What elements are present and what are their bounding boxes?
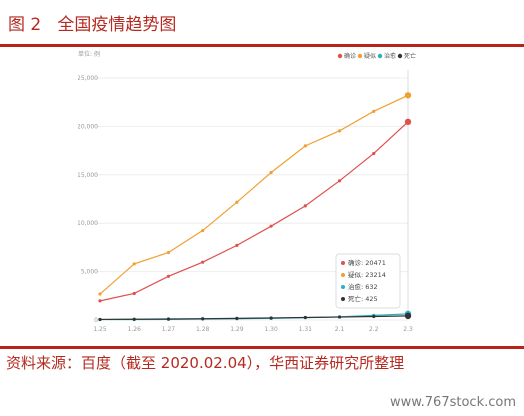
- legend-marker: [337, 53, 343, 59]
- data-point: [201, 260, 205, 264]
- x-tick-label: 1.27: [162, 326, 176, 333]
- tooltip-marker: [341, 273, 345, 277]
- data-point: [404, 312, 412, 320]
- watermark: www.767stock.com: [389, 395, 516, 410]
- data-point: [337, 179, 342, 183]
- x-tick-label: 2.2: [369, 326, 379, 333]
- x-tick-label: 2.1: [335, 326, 345, 333]
- x-tick-label: 2.3: [403, 326, 413, 333]
- y-tick-label: 15,000: [78, 172, 98, 179]
- legend-label: 疑似: [364, 52, 376, 60]
- data-point: [235, 200, 239, 204]
- series-line-3: [99, 315, 409, 321]
- data-point: [269, 224, 273, 228]
- data-point: [132, 317, 136, 321]
- tooltip-entry: 死亡: 425: [348, 294, 378, 303]
- series-line-1: [99, 94, 409, 295]
- data-point: [132, 291, 136, 296]
- legend-label: 确诊: [344, 52, 356, 60]
- data-point: [269, 316, 273, 320]
- y-tick-label: 25,000: [78, 75, 98, 82]
- data-point: [98, 317, 102, 322]
- source-note: 资料来源：百度（截至 2020.02.04），华西证券研究所整理: [6, 354, 405, 372]
- legend-marker: [377, 53, 383, 59]
- data-point: [372, 109, 376, 113]
- data-point: [201, 228, 205, 233]
- x-tick-label: 1.29: [230, 326, 244, 333]
- legend-label: 治愈: [384, 52, 396, 60]
- tooltip-entry: 确诊: 20471: [348, 258, 386, 267]
- x-tick-label: 1.25: [93, 326, 107, 333]
- trend-chart: 单位: 例 0 5,000 10,000 15,000 20,000 25,000 1.25 1…: [78, 50, 416, 333]
- y-tick-label: 0: [94, 317, 98, 324]
- tooltip-box: [335, 253, 401, 309]
- tooltip-marker: [341, 297, 345, 301]
- legend-marker: [397, 53, 403, 59]
- tooltip-marker: [341, 261, 345, 265]
- data-point: [98, 299, 102, 303]
- data-point: [98, 292, 102, 296]
- y-tick-label: 20,000: [78, 123, 98, 130]
- tooltip-entry: 治愈: 632: [348, 282, 378, 291]
- data-point: [372, 151, 376, 156]
- x-tick-label: 1.30: [264, 326, 278, 333]
- x-tick-label: 1.31: [299, 326, 313, 333]
- data-point: [337, 129, 342, 133]
- data-point: [166, 274, 171, 278]
- data-point: [372, 314, 376, 319]
- x-tick-label: 1.26: [128, 326, 142, 333]
- data-point: [166, 250, 171, 255]
- data-point: [337, 315, 342, 319]
- tooltip-entry: 疑似: 23214: [348, 270, 386, 279]
- data-point: [235, 243, 239, 247]
- data-point: [303, 144, 307, 148]
- data-point: [235, 316, 239, 320]
- unit-label: 单位: 例: [78, 50, 100, 58]
- top-rule: [0, 44, 524, 47]
- data-point: [303, 204, 307, 208]
- data-point: [201, 317, 205, 321]
- data-point: [166, 317, 171, 321]
- legend-label: 死亡: [404, 52, 416, 60]
- bottom-rule: [0, 346, 524, 349]
- y-tick-label: 5,000: [81, 269, 98, 276]
- series-line-0: [99, 121, 409, 302]
- data-point: [132, 262, 136, 266]
- data-point: [303, 315, 307, 320]
- data-point: [404, 118, 412, 126]
- tooltip-marker: [341, 285, 345, 289]
- x-tick-label: 1.28: [196, 326, 210, 333]
- data-point: [404, 92, 412, 99]
- figure-title: 图 2 全国疫情趋势图: [8, 15, 177, 35]
- data-point: [269, 170, 273, 175]
- y-tick-label: 10,000: [78, 220, 98, 227]
- legend-marker: [357, 53, 363, 59]
- chart-panel: 单位: 例 0 5,000 10,000 15,000 20,000 25,000 1.25 1…: [78, 48, 418, 342]
